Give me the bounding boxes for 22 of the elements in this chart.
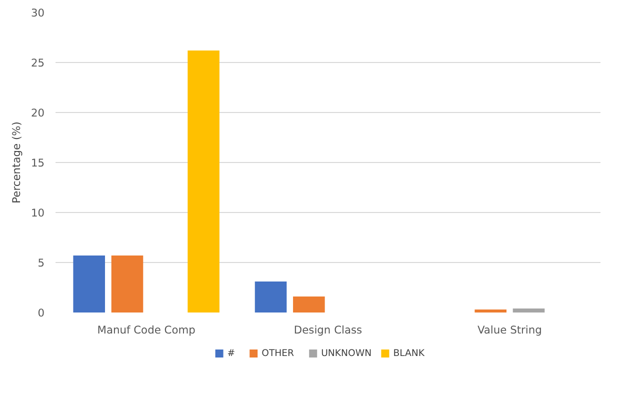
y-tick-label: 20 bbox=[30, 106, 45, 120]
legend-label: UNKNOWN bbox=[321, 348, 372, 359]
legend-label: BLANK bbox=[393, 348, 426, 359]
x-tick-label: Design Class bbox=[294, 324, 363, 336]
y-tick-label: 10 bbox=[30, 206, 45, 220]
bar bbox=[188, 50, 220, 312]
y-tick-label: 5 bbox=[38, 256, 44, 270]
y-tick-label: 25 bbox=[30, 56, 45, 70]
y-tick-label: 15 bbox=[30, 156, 45, 170]
legend-label: # bbox=[227, 348, 236, 359]
bar bbox=[254, 282, 287, 312]
x-tick-label: Manuf Code Comp bbox=[97, 324, 196, 336]
legend-label: OTHER bbox=[262, 348, 295, 359]
x-tick-label: Value String bbox=[477, 324, 542, 336]
bar bbox=[293, 296, 325, 312]
y-axis-title: Percentage (%) bbox=[10, 122, 23, 204]
bar bbox=[73, 256, 106, 312]
bar bbox=[111, 256, 144, 312]
y-tick-label: 30 bbox=[30, 6, 45, 20]
bar bbox=[512, 308, 545, 312]
y-tick-label: 0 bbox=[38, 306, 45, 320]
bar bbox=[474, 310, 506, 312]
